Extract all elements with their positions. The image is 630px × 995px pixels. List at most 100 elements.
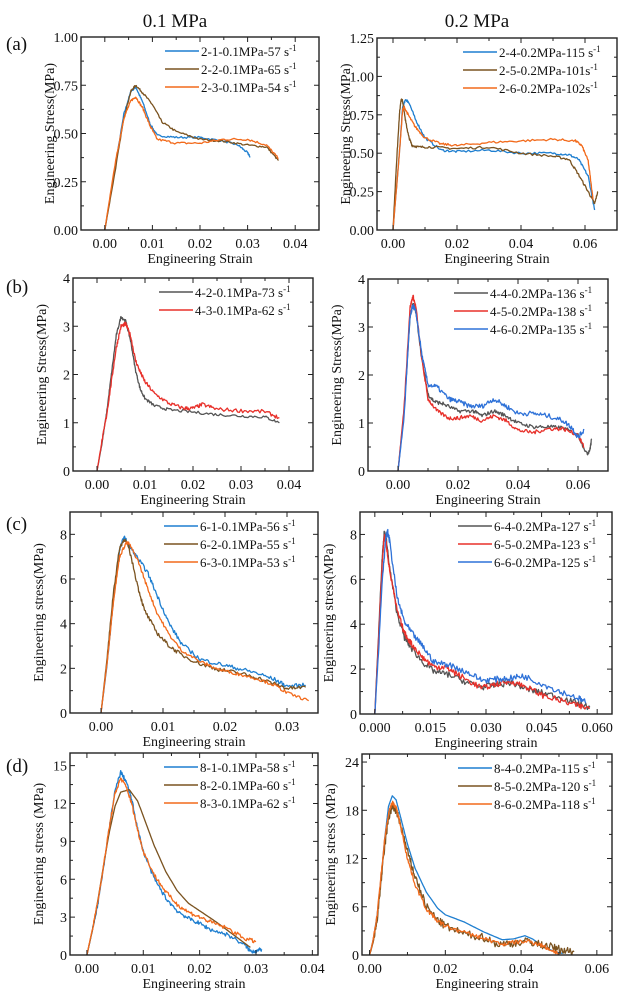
superscript: -1 [590, 80, 598, 90]
superscript: -1 [289, 43, 297, 53]
plot-frame [361, 753, 613, 956]
y-tick-label: 4 [350, 618, 357, 633]
y-tick-label: 1.00 [350, 70, 375, 85]
series-group [374, 528, 591, 714]
legend-label: 6-6-0.2MPa-125 s-1 [494, 554, 596, 570]
plot-frame [69, 752, 319, 956]
x-tick-label: 0.02 [446, 478, 471, 493]
row-label-d: (d) [6, 756, 28, 777]
y-tick-label: 0 [350, 708, 357, 723]
superscript: -1 [585, 285, 593, 295]
y-tick-label: 0.50 [350, 147, 375, 162]
legend-label: 2-6-0.2MPa-102s-1 [499, 80, 598, 96]
legend-label: 4-3-0.1MPa-62 s-1 [195, 302, 291, 318]
legend-label: 6-1-0.1MPa-56 s-1 [200, 518, 296, 534]
column-header-0.2mpa: 0.2 MPa [445, 11, 510, 32]
y-axis-label: Engineering Stress(MPa) [330, 304, 345, 445]
series-group [104, 84, 279, 230]
x-axis-label: Engineering strain [434, 736, 537, 751]
y-tick-label: 0.00 [350, 224, 375, 239]
y-tick-label: 0 [63, 465, 70, 480]
y-tick-label: 6 [352, 901, 359, 916]
superscript: -1 [593, 44, 601, 54]
x-tick-label: 0.01 [151, 720, 176, 735]
series-line-3 [368, 800, 560, 955]
y-axis-label: Engineering Stress(MPa) [43, 63, 58, 204]
chart-panel-c-right: 0.000 0.015 0.030 0.045 0.060 0 2 4 6 8 Engineerin… [322, 511, 613, 751]
chart-panel-c-left: 0.00 0.01 0.02 0.03 0 2 4 6 8 Engineering strain E… [32, 511, 319, 750]
series-line-1 [392, 99, 596, 230]
x-tick-label: 0.00 [75, 962, 100, 977]
series-group [86, 769, 263, 955]
superscript: -1 [288, 554, 296, 564]
series-line-2 [96, 321, 280, 471]
legend: 4-4-0.2MPa-136 s-1 4-5-0.2MPa-138 s-1 4-6-… [454, 285, 592, 337]
legend-label: 2-3-0.1MPa-54 s-1 [201, 79, 297, 95]
x-tick-label: 0.03 [244, 962, 269, 977]
x-tick-label: 0.00 [93, 237, 118, 252]
superscript: -1 [585, 321, 593, 331]
superscript: -1 [288, 795, 296, 805]
series-line-3 [392, 105, 594, 230]
x-axis-label: Engineering Strain [444, 252, 549, 267]
y-tick-label: 2 [358, 369, 365, 384]
series-line-1 [100, 535, 307, 713]
chart-panel-a-right: 0.00 0.02 0.04 0.06 0.00 0.25 0.50 0.75 1.00 1.25… [339, 32, 618, 267]
y-axis-label: Engineering stress(MPa) [32, 543, 47, 682]
legend-label: 8-5-0.2MPa-120 s-1 [494, 778, 596, 794]
y-tick-label: 0.75 [54, 79, 79, 94]
chart-panel-a-left: 0.00 0.01 0.02 0.03 0.04 0.00 0.25 0.50 0.75 1.00… [43, 31, 320, 267]
x-tick-label: 0.02 [213, 720, 238, 735]
legend-label: 8-1-0.1MPa-58 s-1 [200, 759, 296, 775]
legend-label: 4-2-0.1MPa-73 s-1 [195, 284, 291, 300]
legend: 8-4-0.2MPa-115 s-1 8-5-0.2MPa-120 s-1 8-6-… [458, 760, 596, 812]
legend-label: 6-3-0.1MPa-53 s-1 [200, 554, 296, 570]
legend-label: 4-5-0.2MPa-138 s-1 [490, 303, 592, 319]
superscript: -1 [283, 284, 291, 294]
x-axis-label: Engineering strain [142, 735, 245, 750]
chart-panel-b-left: 0.00 0.01 0.02 0.03 0.04 0 1 2 3 4 Engineering Str… [35, 272, 314, 508]
y-tick-label: 0.75 [350, 109, 375, 124]
legend-label: 6-2-0.1MPa-55 s-1 [200, 536, 296, 552]
x-tick-label: 0.015 [415, 721, 447, 736]
legend-label: 8-4-0.2MPa-115 s-1 [494, 760, 596, 776]
x-tick-label: 0.00 [386, 478, 411, 493]
y-tick-label: 18 [345, 804, 359, 819]
chart-panel-b-right: 0.00 0.02 0.04 0.06 0 1 2 3 4 Engineering Strain E… [330, 273, 609, 508]
superscript: -1 [289, 61, 297, 71]
legend: 4-2-0.1MPa-73 s-1 4-3-0.1MPa-62 s-1 [159, 284, 291, 318]
row-label-b: (b) [6, 277, 28, 298]
y-tick-label: 2 [60, 662, 67, 677]
y-tick-label: 0 [60, 949, 67, 964]
x-tick-label: 0.045 [526, 721, 558, 736]
x-tick-label: 0.04 [283, 237, 308, 252]
x-tick-label: 0.00 [85, 478, 110, 493]
x-tick-label: 0.03 [275, 720, 300, 735]
superscript: -1 [588, 796, 596, 806]
superscript: -1 [589, 518, 597, 528]
superscript: -1 [289, 79, 297, 89]
y-tick-label: 0.25 [350, 186, 375, 201]
superscript: -1 [589, 554, 597, 564]
superscript: -1 [585, 303, 593, 313]
legend-label: 2-5-0.2MPa-101s-1 [499, 62, 598, 78]
x-tick-label: 0.04 [277, 478, 302, 493]
legend-label: 4-6-0.2MPa-135 s-1 [490, 321, 592, 337]
x-tick-label: 0.01 [131, 962, 156, 977]
y-tick-label: 8 [350, 528, 357, 543]
chart-panel-d-right: 0.00 0.02 0.04 0.06 0 6 12 18 24 Engineering stra… [324, 753, 613, 992]
y-axis-label: Engineering Stress(MPa) [339, 63, 354, 204]
x-tick-label: 0.02 [187, 962, 212, 977]
legend-label: 8-2-0.1MPa-60 s-1 [200, 777, 296, 793]
x-tick-label: 0.00 [89, 720, 114, 735]
legend: 6-1-0.1MPa-56 s-1 6-2-0.1MPa-55 s-1 6-3-0.… [164, 518, 296, 570]
x-axis-label: Engineering strain [142, 977, 245, 992]
x-tick-label: 0.000 [359, 721, 391, 736]
x-tick-label: 0.02 [188, 237, 213, 252]
legend-label: 6-5-0.2MPa-123 s-1 [494, 536, 596, 552]
y-tick-label: 1.00 [54, 31, 79, 46]
y-tick-label: 1 [63, 417, 70, 432]
x-tick-label: 0.01 [140, 237, 165, 252]
y-axis-label: Engineering Stress(MPa) [35, 304, 50, 445]
y-tick-label: 15 [53, 760, 67, 775]
